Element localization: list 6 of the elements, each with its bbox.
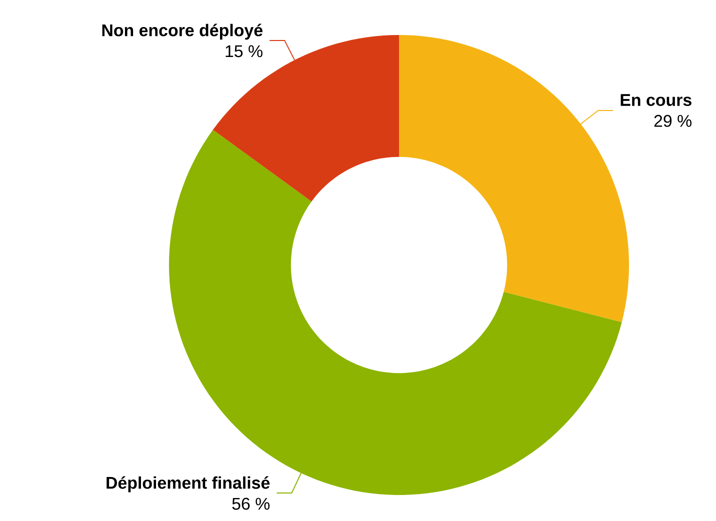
data-label: 29 % [654, 114, 692, 127]
data-label: 15 % [226, 45, 262, 58]
slice-label: Non encore déployé [102, 24, 262, 40]
slice-label: En cours [620, 94, 692, 106]
slice-label: Déploiement finalisé [106, 476, 270, 492]
data-label: 56 % [232, 498, 270, 510]
